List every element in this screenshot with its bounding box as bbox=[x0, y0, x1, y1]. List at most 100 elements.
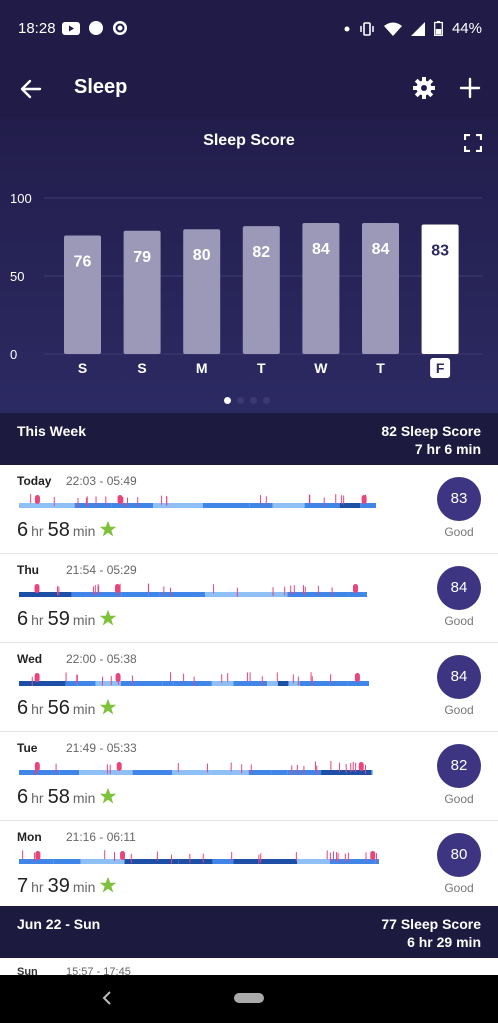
sleep-score-grade: Good bbox=[444, 525, 474, 539]
awake-tick bbox=[293, 585, 295, 595]
stage-segment bbox=[347, 681, 369, 686]
home-pill[interactable] bbox=[234, 993, 264, 1003]
awake-tick bbox=[375, 853, 377, 863]
awake-tick bbox=[345, 763, 347, 773]
stage-segment bbox=[120, 681, 163, 686]
sleep-score-badge: 84 bbox=[437, 566, 481, 610]
y-tick-label: 0 bbox=[10, 347, 17, 362]
x-tick-label: W bbox=[314, 360, 328, 376]
awake-tick bbox=[110, 676, 112, 686]
stage-segment bbox=[248, 770, 272, 775]
log-day: Mon bbox=[17, 830, 42, 844]
expand-icon[interactable] bbox=[464, 134, 482, 152]
stage-segment bbox=[339, 503, 361, 508]
awake-bump bbox=[34, 762, 40, 771]
status-bar: 18:28 44% bbox=[0, 0, 498, 60]
log-duration: 6 hr 58 min bbox=[17, 519, 117, 542]
awake-bump bbox=[34, 673, 40, 682]
nav-back-icon[interactable] bbox=[100, 989, 114, 1007]
awake-bump bbox=[115, 673, 121, 682]
add-icon[interactable] bbox=[458, 76, 482, 100]
goal-star-icon bbox=[100, 876, 117, 893]
awake-tick bbox=[57, 586, 59, 596]
awake-tick bbox=[122, 496, 124, 506]
sleep-score-chart: 0 50 100 76 S 79 S 80 M 82 T 84 W 84 T 83 F bbox=[10, 191, 482, 378]
gear-icon[interactable] bbox=[412, 76, 436, 100]
log-day: Wed bbox=[17, 652, 43, 666]
sleep-score-grade: Good bbox=[444, 792, 474, 806]
awake-tick bbox=[265, 496, 267, 506]
sleep-log-row-partial[interactable]: Sun 15:57 - 17:45 bbox=[0, 958, 498, 975]
stage-segment bbox=[271, 770, 288, 775]
awake-tick bbox=[236, 587, 238, 597]
bar-value-label: 83 bbox=[431, 243, 449, 260]
awake-tick bbox=[31, 676, 33, 686]
week-summary-header: This Week 82 Sleep Score 7 hr 6 min bbox=[0, 413, 498, 465]
sleep-score-card[interactable]: Sleep Score 0 50 100 76 S 79 S 80 M 82 T 84 W 84 T 83 F bbox=[0, 118, 498, 413]
bar-value-label: 76 bbox=[74, 253, 92, 270]
log-time-range: 21:54 - 05:29 bbox=[66, 563, 137, 577]
page-indicator[interactable] bbox=[224, 397, 270, 404]
sleep-score-badge: 82 bbox=[437, 744, 481, 788]
page-dot[interactable] bbox=[237, 397, 244, 404]
x-tick-label: S bbox=[78, 360, 87, 376]
awake-tick bbox=[221, 674, 223, 684]
stage-segment bbox=[77, 681, 96, 686]
signal-icon bbox=[410, 21, 425, 36]
stage-segment bbox=[287, 592, 314, 597]
stage-segment bbox=[375, 859, 379, 864]
awake-tick bbox=[335, 494, 337, 504]
awake-tick bbox=[355, 762, 357, 772]
sleep-log-row[interactable]: Today 22:03 - 05:49 6 hr 58 min 83 Good bbox=[0, 465, 498, 554]
awake-tick bbox=[272, 587, 274, 597]
back-arrow-icon[interactable] bbox=[18, 76, 44, 102]
sleep-log-row[interactable]: Wed 22:00 - 05:38 6 hr 56 min 84 Good bbox=[0, 643, 498, 732]
sleep-score-badge: 84 bbox=[437, 655, 481, 699]
page-dot[interactable] bbox=[263, 397, 270, 404]
prev-week-summary-header[interactable]: Jun 22 - Sun 77 Sleep Score 6 hr 29 min bbox=[0, 906, 498, 958]
x-tick-label: T bbox=[257, 360, 266, 376]
awake-tick bbox=[86, 496, 88, 506]
score-bar bbox=[421, 224, 459, 354]
awake-tick bbox=[119, 583, 121, 593]
sleep-log-row[interactable]: Tue 21:49 - 05:33 6 hr 58 min 82 Good bbox=[0, 732, 498, 821]
stage-segment bbox=[233, 859, 286, 864]
awake-tick bbox=[202, 853, 204, 863]
awake-bump bbox=[117, 495, 123, 504]
wifi-icon bbox=[383, 22, 402, 36]
awake-tick bbox=[365, 852, 367, 862]
bar-value-label: 80 bbox=[193, 247, 211, 264]
sleep-log-row[interactable]: Thu 21:54 - 05:29 6 hr 59 min 84 Good bbox=[0, 554, 498, 643]
goal-star-icon bbox=[100, 698, 117, 715]
sleep-score-grade: Good bbox=[444, 881, 474, 895]
x-tick-label: M bbox=[196, 360, 208, 376]
stage-segment bbox=[288, 681, 300, 686]
app-bar: Sleep bbox=[0, 60, 498, 118]
stage-segment bbox=[299, 681, 348, 686]
log-duration: 6 hr 59 min bbox=[17, 608, 117, 631]
awake-tick bbox=[336, 852, 338, 862]
awake-tick bbox=[339, 762, 341, 772]
score-bar bbox=[64, 235, 101, 354]
awake-tick bbox=[304, 586, 306, 596]
awake-tick bbox=[303, 765, 305, 775]
circle-icon bbox=[89, 21, 103, 35]
score-bar bbox=[362, 222, 399, 354]
sleep-log-row[interactable]: Mon 21:16 - 06:11 7 hr 39 min 80 Good bbox=[0, 821, 498, 910]
page-dot[interactable] bbox=[250, 397, 257, 404]
awake-tick bbox=[315, 761, 317, 771]
stage-segment bbox=[287, 770, 322, 775]
bar-value-label: 84 bbox=[312, 241, 330, 258]
awake-tick bbox=[22, 850, 24, 860]
stage-segment bbox=[65, 681, 78, 686]
awake-tick bbox=[170, 587, 172, 597]
awake-tick bbox=[97, 584, 99, 594]
awake-tick bbox=[170, 672, 172, 682]
y-tick-label: 50 bbox=[10, 269, 24, 284]
awake-tick bbox=[284, 586, 286, 596]
awake-tick bbox=[77, 497, 79, 507]
page-dot-active[interactable] bbox=[224, 397, 231, 404]
awake-tick bbox=[105, 496, 107, 506]
stage-segment bbox=[159, 592, 206, 597]
awake-tick bbox=[92, 586, 94, 596]
